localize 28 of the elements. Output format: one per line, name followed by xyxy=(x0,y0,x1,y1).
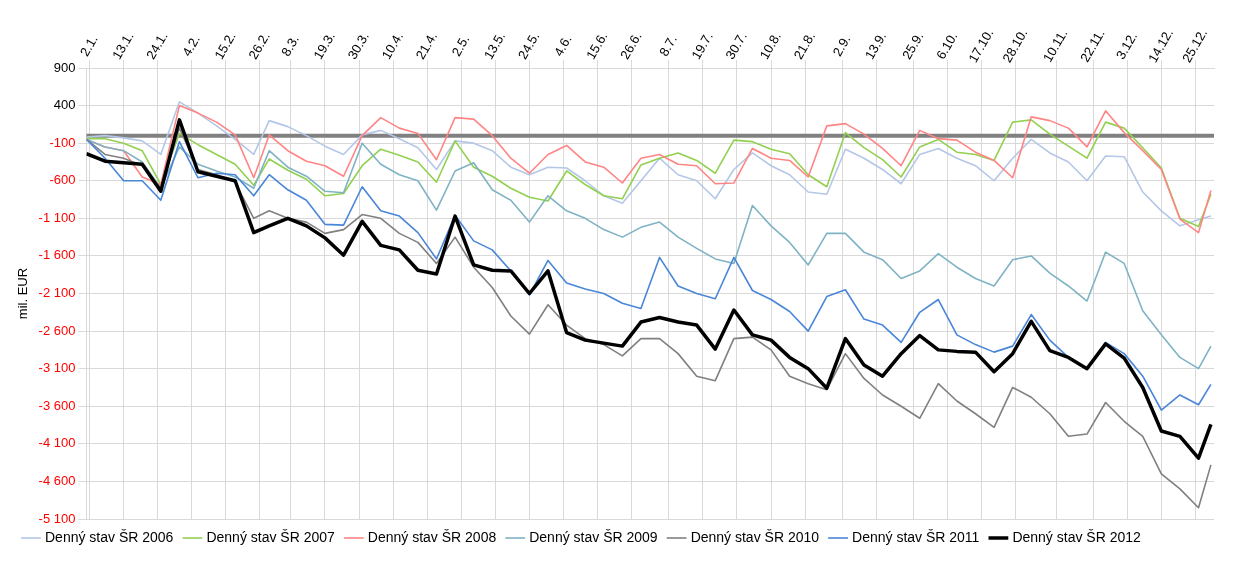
x-tick-label: 2.1. xyxy=(76,32,101,59)
y-tick-label: -100 xyxy=(49,134,76,150)
y-tick-label: -4 100 xyxy=(38,435,76,451)
y-tick-label: -1 100 xyxy=(38,209,76,225)
y-tick-label: -2 100 xyxy=(38,285,76,301)
y-tick-label: -3 600 xyxy=(38,397,76,413)
legend-label: Denný stav ŠR 2007 xyxy=(206,528,336,545)
legend-label: Denný stav ŠR 2010 xyxy=(690,528,820,545)
y-tick-label: -1 600 xyxy=(38,247,76,263)
y-tick-label: -3 100 xyxy=(38,360,76,376)
legend-label: Denný stav ŠR 2008 xyxy=(367,528,497,545)
x-tick-label: 8.3. xyxy=(278,32,303,59)
y-axis-title: mil. EUR xyxy=(15,267,31,320)
x-tick-label: 4.2. xyxy=(179,32,203,59)
y-tick-label: 900 xyxy=(53,59,76,75)
legend-label: Denný stav ŠR 2006 xyxy=(45,528,174,545)
y-tick-label: -600 xyxy=(49,172,76,188)
legend-label: Denný stav ŠR 2012 xyxy=(1012,528,1142,545)
x-tick-label: 4.6. xyxy=(550,32,575,59)
y-tick-label: -2 600 xyxy=(38,322,76,338)
y-tick-label: -4 600 xyxy=(38,472,76,488)
legend-label: Denný stav ŠR 2011 xyxy=(852,528,980,545)
x-tick-label: 8.7. xyxy=(656,32,680,59)
legend-label: Denný stav ŠR 2009 xyxy=(529,528,658,545)
x-tick-label: 2.5. xyxy=(448,32,473,59)
y-tick-label: -5 100 xyxy=(38,510,76,526)
x-tick-label: 2.9. xyxy=(829,32,854,59)
y-tick-label: 400 xyxy=(53,97,76,113)
